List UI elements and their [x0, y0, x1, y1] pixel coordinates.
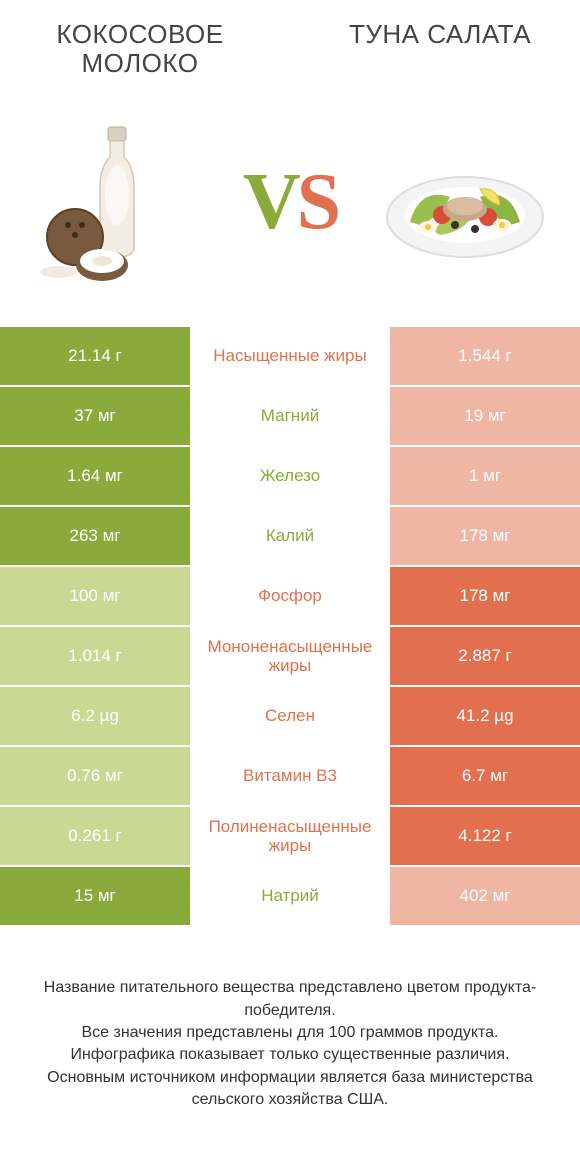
footer-line-1: Название питательного вещества представл… — [15, 977, 565, 1022]
footer-line-2: Все значения представлены для 100 граммо… — [15, 1022, 565, 1044]
nutrient-label: Насыщенные жиры — [190, 327, 390, 385]
left-value: 263 мг — [0, 507, 190, 565]
left-food-image — [30, 117, 200, 287]
footer-line-3: Инфографика показывает только существенн… — [15, 1044, 565, 1066]
left-value: 100 мг — [0, 567, 190, 625]
nutrient-label: Полиненасыщенные жиры — [190, 807, 390, 865]
right-value: 2.887 г — [390, 627, 580, 685]
titles-row: Кокосовое молоко Туна салата — [0, 0, 580, 77]
nutrient-label: Мононенасыщенные жиры — [190, 627, 390, 685]
left-value: 15 мг — [0, 867, 190, 925]
nutrient-label: Витамин B3 — [190, 747, 390, 805]
table-row: 15 мгНатрий402 мг — [0, 867, 580, 927]
table-row: 6.2 µgСелен41.2 µg — [0, 687, 580, 747]
right-value: 6.7 мг — [390, 747, 580, 805]
left-value: 0.261 г — [0, 807, 190, 865]
footer-line-4: Основным источником информации является … — [15, 1067, 565, 1112]
nutrient-label: Магний — [190, 387, 390, 445]
left-value: 0.76 мг — [0, 747, 190, 805]
right-value: 402 мг — [390, 867, 580, 925]
comparison-table: 21.14 гНасыщенные жиры1.544 г37 мгМагний… — [0, 327, 580, 927]
left-value: 21.14 г — [0, 327, 190, 385]
table-row: 1.014 гМононенасыщенные жиры2.887 г — [0, 627, 580, 687]
left-value: 37 мг — [0, 387, 190, 445]
left-value: 6.2 µg — [0, 687, 190, 745]
left-title: Кокосовое молоко — [30, 20, 250, 77]
right-value: 19 мг — [390, 387, 580, 445]
nutrient-label: Селен — [190, 687, 390, 745]
right-value: 178 мг — [390, 567, 580, 625]
right-value: 41.2 µg — [390, 687, 580, 745]
right-value: 4.122 г — [390, 807, 580, 865]
right-food-image — [380, 117, 550, 287]
nutrient-label: Железо — [190, 447, 390, 505]
right-value: 1 мг — [390, 447, 580, 505]
table-row: 0.261 гПолиненасыщенные жиры4.122 г — [0, 807, 580, 867]
table-row: 263 мгКалий178 мг — [0, 507, 580, 567]
vs-v: V — [243, 158, 297, 246]
right-title: Туна салата — [330, 20, 550, 77]
vs-label: VS — [243, 157, 337, 248]
table-row: 100 мгФосфор178 мг — [0, 567, 580, 627]
nutrient-label: Фосфор — [190, 567, 390, 625]
left-value: 1.64 мг — [0, 447, 190, 505]
footer-notes: Название питательного вещества представл… — [0, 927, 580, 1111]
table-row: 0.76 мгВитамин B36.7 мг — [0, 747, 580, 807]
table-row: 1.64 мгЖелезо1 мг — [0, 447, 580, 507]
nutrient-label: Калий — [190, 507, 390, 565]
left-value: 1.014 г — [0, 627, 190, 685]
table-row: 37 мгМагний19 мг — [0, 387, 580, 447]
right-value: 1.544 г — [390, 327, 580, 385]
hero-row: VS — [0, 77, 580, 327]
nutrient-label: Натрий — [190, 867, 390, 925]
vs-s: S — [297, 158, 338, 246]
right-value: 178 мг — [390, 507, 580, 565]
table-row: 21.14 гНасыщенные жиры1.544 г — [0, 327, 580, 387]
